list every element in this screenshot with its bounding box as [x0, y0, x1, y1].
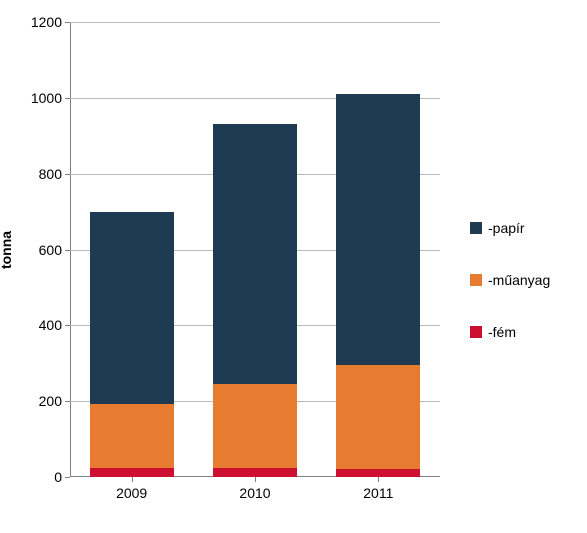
legend-item-műanyag: -műanyag [470, 272, 550, 288]
y-tick-mark [65, 22, 70, 23]
plot-area [70, 22, 440, 477]
x-tick-mark [132, 477, 133, 482]
bar-stack [336, 22, 420, 477]
y-axis-label: tonna [0, 230, 14, 268]
y-tick-label: 600 [30, 242, 62, 258]
legend-label-papír: -papír [488, 220, 525, 236]
bar-segment-papír [90, 212, 174, 404]
bar-segment-műanyag [90, 404, 174, 467]
y-tick-label: 1200 [30, 14, 62, 30]
legend-swatch-papír [470, 222, 482, 234]
bar-segment-műanyag [213, 384, 297, 468]
y-tick-mark [65, 98, 70, 99]
bar-segment-fém [213, 468, 297, 477]
legend-label-műanyag: -műanyag [488, 272, 550, 288]
bar-segment-műanyag [336, 365, 420, 469]
legend-item-papír: -papír [470, 220, 550, 236]
chart-container: tonna -papír -műanyag -fém 0 200 400 600 800 10… [0, 0, 587, 533]
y-tick-label: 1000 [30, 90, 62, 106]
y-tick-label: 400 [30, 317, 62, 333]
y-tick-mark [65, 325, 70, 326]
bar-segment-fém [336, 469, 420, 477]
y-tick-mark [65, 250, 70, 251]
y-tick-label: 0 [30, 469, 62, 485]
legend-label-fém: -fém [488, 324, 516, 340]
x-tick-label: 2011 [363, 485, 393, 501]
x-tick-label: 2009 [116, 485, 147, 501]
bar-segment-fém [90, 468, 174, 477]
y-tick-mark [65, 401, 70, 402]
legend: -papír -műanyag -fém [470, 220, 550, 340]
x-tick-mark [378, 477, 379, 482]
x-tick-label: 2010 [239, 485, 270, 501]
y-tick-label: 200 [30, 393, 62, 409]
bar-stack [213, 22, 297, 477]
y-tick-label: 800 [30, 166, 62, 182]
y-tick-mark [65, 477, 70, 478]
legend-swatch-fém [470, 326, 482, 338]
legend-item-fém: -fém [470, 324, 550, 340]
bar-segment-papír [336, 94, 420, 365]
legend-swatch-műanyag [470, 274, 482, 286]
y-tick-mark [65, 174, 70, 175]
x-tick-mark [255, 477, 256, 482]
bar-stack [90, 22, 174, 477]
bar-segment-papír [213, 124, 297, 384]
